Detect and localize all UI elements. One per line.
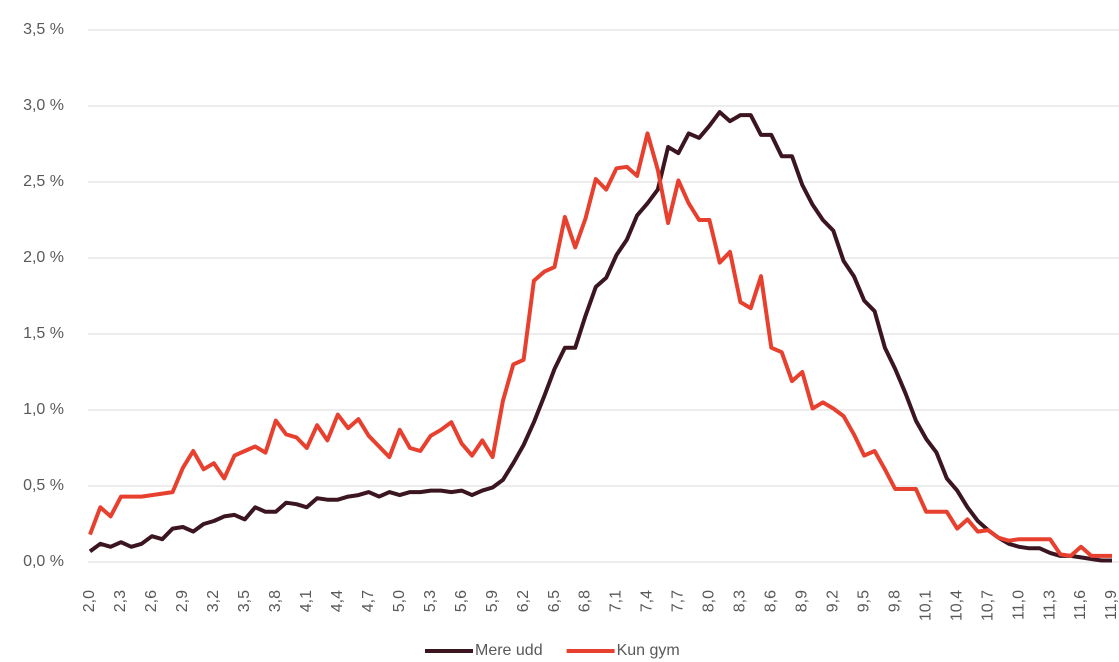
legend-label: Mere udd <box>475 642 543 659</box>
x-tick-label: 3,5 <box>236 590 253 612</box>
line-series <box>88 131 1112 558</box>
x-tick-label: 8,3 <box>732 590 749 612</box>
x-tick-label: 2,3 <box>112 590 129 612</box>
x-tick-label: 9,5 <box>855 590 872 612</box>
y-tick-label: 3,5 % <box>23 21 64 38</box>
y-tick-label: 3,0 % <box>23 97 64 114</box>
x-tick-label: 7,7 <box>670 590 687 612</box>
line-series <box>88 110 1112 563</box>
y-tick-label: 0,0 % <box>23 553 64 570</box>
x-tick-label: 4,1 <box>298 590 315 612</box>
x-tick-label: 11,3 <box>1041 590 1058 620</box>
y-tick-label: 2,0 % <box>23 249 64 266</box>
x-tick-label: 11,9 <box>1103 590 1119 620</box>
x-tick-label: 10,1 <box>917 590 934 621</box>
x-tick-label: 3,8 <box>267 590 284 612</box>
x-tick-label: 10,7 <box>979 590 996 621</box>
y-tick-label: 1,5 % <box>23 325 64 342</box>
x-tick-label: 8,9 <box>794 590 811 612</box>
y-tick-label: 2,5 % <box>23 173 64 190</box>
x-tick-label: 10,4 <box>948 590 965 621</box>
legend-label: Kun gym <box>617 642 680 659</box>
x-tick-label: 6,5 <box>546 590 563 612</box>
x-tick-label: 3,2 <box>205 590 222 612</box>
x-tick-label: 7,4 <box>639 590 656 612</box>
x-tick-label: 9,2 <box>824 590 841 612</box>
x-tick-label: 5,6 <box>453 590 470 612</box>
x-tick-label: 8,6 <box>763 590 780 612</box>
x-tick-label: 6,2 <box>515 590 532 612</box>
x-tick-label: 11,6 <box>1072 590 1089 620</box>
x-tick-label: 8,0 <box>701 590 718 612</box>
x-tick-label: 5,0 <box>391 590 408 612</box>
x-tick-label: 5,3 <box>422 590 439 612</box>
x-tick-label: 2,6 <box>143 590 160 612</box>
y-tick-label: 1,0 % <box>23 401 64 418</box>
y-tick-label: 0,5 % <box>23 477 64 494</box>
x-tick-label: 4,7 <box>360 590 377 612</box>
x-tick-label: 9,8 <box>886 590 903 612</box>
x-tick-label: 11,0 <box>1010 590 1027 620</box>
x-tick-label: 2,9 <box>174 590 191 612</box>
x-tick-label: 6,8 <box>577 590 594 612</box>
x-tick-label: 2,0 <box>81 590 98 612</box>
x-tick-label: 5,9 <box>484 590 501 612</box>
x-tick-label: 7,1 <box>608 590 625 612</box>
x-tick-label: 4,4 <box>329 590 346 612</box>
